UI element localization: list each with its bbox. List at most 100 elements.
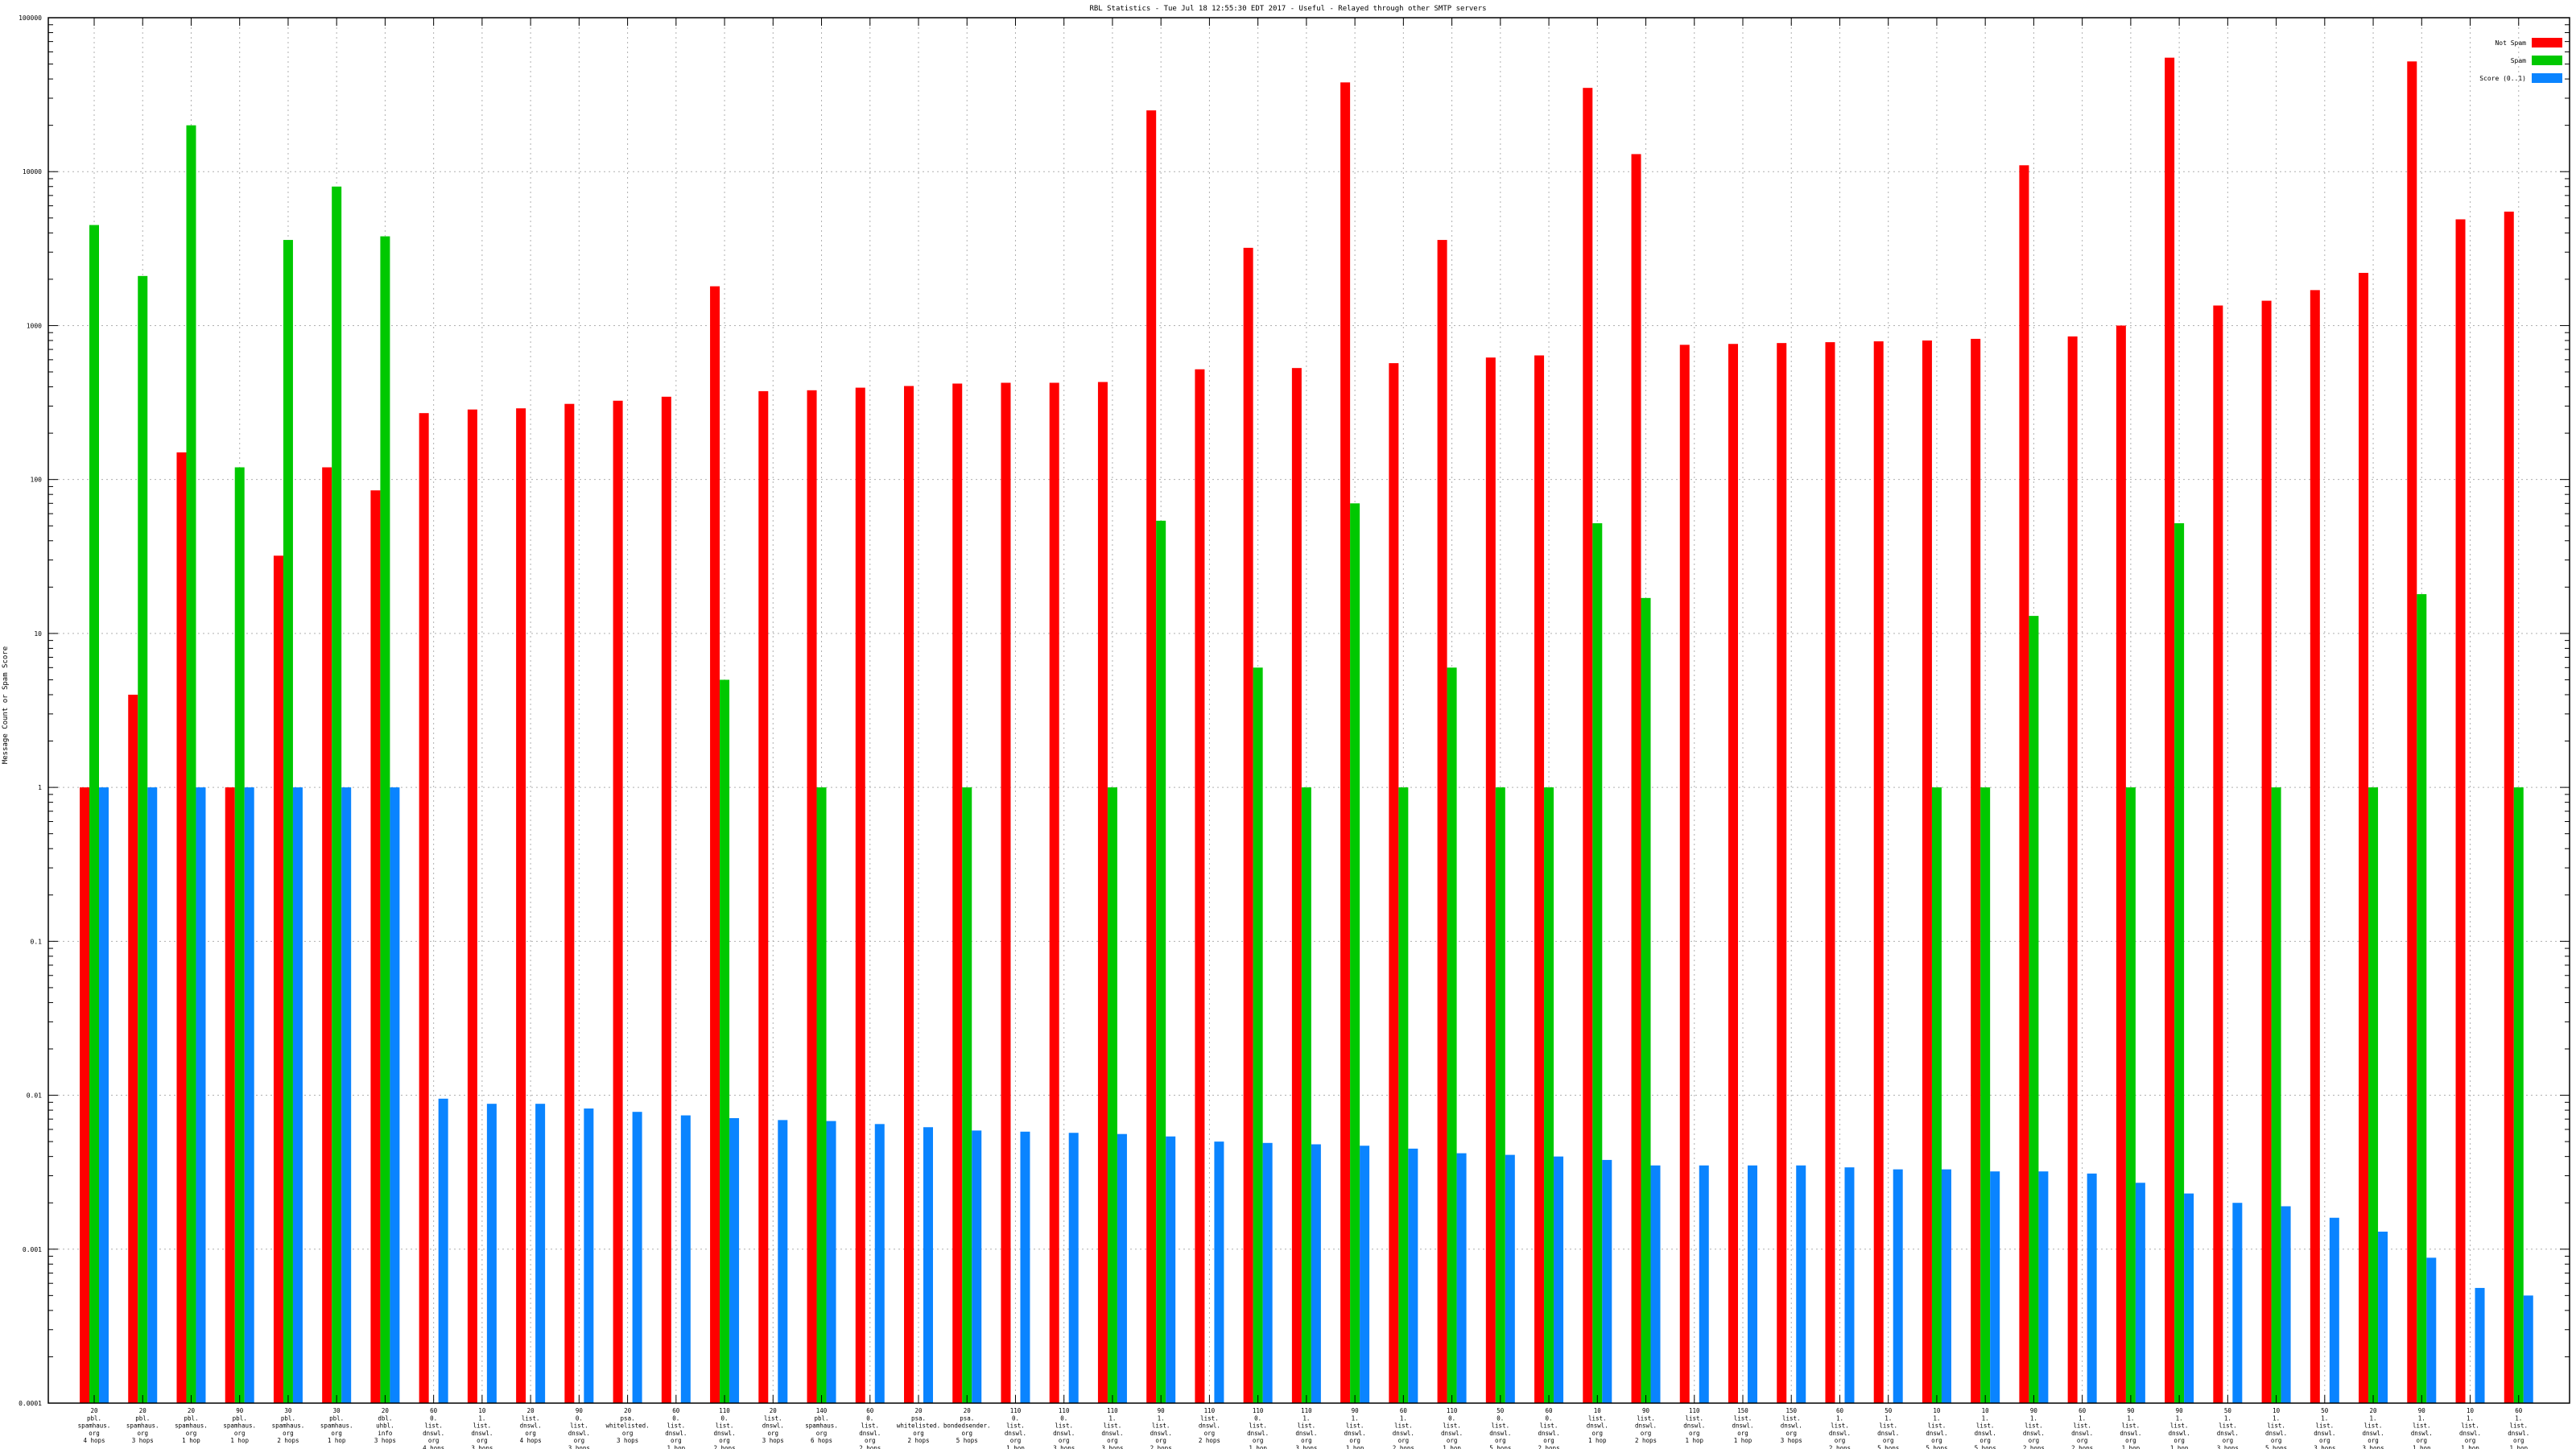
x-tick-label-line: org (1495, 1437, 1506, 1444)
x-tick-label-line: whitelisted. (605, 1422, 649, 1430)
x-tick-label: 150 list. dnswl. org 3 hops (1781, 1407, 1802, 1444)
x-tick-label-line: dnswl. (2265, 1430, 2287, 1437)
x-tick-label-line: org (671, 1437, 682, 1444)
bar-score-0-1 (2426, 1257, 2437, 1403)
x-tick-label-line: dbl. (378, 1414, 392, 1422)
bar-not-spam (419, 413, 429, 1403)
x-tick-label-line: list. (1249, 1422, 1267, 1430)
x-tick-label-line: list. (764, 1414, 782, 1422)
y-tick-label: 10 (34, 630, 42, 638)
bar-spam (2513, 787, 2524, 1403)
x-tick-label: 60 1. list. dnswl. org 1 hop (2508, 1407, 2529, 1449)
bar-score-0-1 (1117, 1133, 1127, 1403)
x-tick-label-line: list. (570, 1422, 588, 1430)
x-tick-label-line: 0. (1448, 1414, 1455, 1422)
x-tick-label-line: 1. (2224, 1414, 2231, 1422)
x-tick-label-line: org (477, 1437, 488, 1444)
x-tick-label-line: org (574, 1437, 585, 1444)
bars (80, 57, 2533, 1404)
x-tick-label: 10 1. list. dnswl. org 5 hops (1975, 1407, 1996, 1449)
x-tick-label-line: 1. (2079, 1414, 2086, 1422)
x-tick-label-line: 110 (1107, 1407, 1118, 1414)
x-tick-label-line: 1. (2273, 1414, 2280, 1422)
x-tick-label-line: dnswl. (1150, 1430, 1172, 1437)
x-tick-label-line: 30 (284, 1407, 292, 1414)
bar-score-0-1 (196, 787, 206, 1403)
x-tick-label-line: 10 (2467, 1407, 2475, 1414)
x-tick-label: 60 0. list. dnswl. org 4 hops (423, 1407, 444, 1449)
x-tick-label-line: 140 (816, 1407, 828, 1414)
x-tick-label-line: 60 (672, 1407, 680, 1414)
bar-not-spam (273, 555, 283, 1403)
x-tick-label-line: org (137, 1430, 148, 1437)
x-tick-label: 10 1. list. dnswl. org 5 hops (2265, 1407, 2287, 1449)
x-tick-label-line: list. (1055, 1422, 1073, 1430)
bar-spam (1592, 522, 1603, 1403)
x-tick-label-line: 90 (2127, 1407, 2135, 1414)
x-tick-label-line: dnswl. (1829, 1430, 1851, 1437)
x-tick-label-line: 5 hops (956, 1437, 978, 1444)
x-tick-label-line: psa. (621, 1414, 635, 1422)
x-tick-label: 10 1. list. dnswl. org 5 hops (1926, 1407, 1947, 1449)
x-tick-label-line: spamhaus. (272, 1422, 305, 1430)
x-tick-label-line: 3 hops (2217, 1445, 2239, 1449)
x-tick-label-line: 1 hop (667, 1445, 686, 1449)
bar-not-spam (1389, 363, 1399, 1403)
x-tick-label-line: org (2465, 1437, 2476, 1444)
x-tick-label: 90 1. list. dnswl. org 1 hop (1344, 1407, 1366, 1449)
x-tick-label-line: 90 (2418, 1407, 2426, 1414)
x-tick-label: 20 pbl. spamhaus. org 4 hops (78, 1407, 111, 1444)
x-tick-label-line: org (1155, 1437, 1166, 1444)
x-tick-label-line: dnswl. (1199, 1422, 1220, 1430)
bar-spam (138, 275, 148, 1403)
x-tick-label-line: 1. (478, 1414, 485, 1422)
x-tick-label: 60 1. list. dnswl. org 2 hops (1829, 1407, 1851, 1449)
x-tick-label-line: 1. (2030, 1414, 2037, 1422)
x-tick-label-line: 20 (770, 1407, 778, 1414)
x-tick-label: 110 0. list. dnswl. org 2 hops (714, 1407, 736, 1449)
bar-spam (2125, 787, 2136, 1403)
bar-not-spam (1049, 382, 1059, 1403)
x-tick-label-line: 110 (1301, 1407, 1312, 1414)
x-tick-label-line: 4 hops (83, 1437, 105, 1444)
x-tick-label-line: org (2368, 1437, 2379, 1444)
x-tick-label-line: 1 hop (182, 1437, 200, 1444)
x-tick-label-line: list. (1734, 1414, 1752, 1422)
x-tick-label: 60 0. list. dnswl. org 2 hops (1538, 1407, 1560, 1449)
bar-not-spam (1340, 82, 1351, 1403)
bar-score-0-1 (1408, 1148, 1418, 1403)
bar-not-spam (128, 694, 138, 1403)
bar-spam (186, 125, 196, 1404)
bar-not-spam (1728, 344, 1738, 1403)
x-tick-label-line: 110 (719, 1407, 730, 1414)
x-tick-label-line: 1 hop (1443, 1445, 1461, 1449)
x-tick-label-line: 1. (1108, 1414, 1116, 1422)
x-tick-label-line: org (2029, 1437, 2040, 1444)
bar-not-spam (2407, 61, 2417, 1403)
x-tick-label: 10 1. list. dnswl. org 3 hops (471, 1407, 493, 1449)
x-tick-label-line: 0. (1546, 1414, 1553, 1422)
x-tick-label-line: dnswl. (520, 1422, 542, 1430)
x-tick-label-line: dnswl. (2023, 1430, 2045, 1437)
x-tick-label-line: dnswl. (1441, 1430, 1463, 1437)
x-tick-label-line: 150 (1737, 1407, 1748, 1414)
x-tick-label-line: dnswl. (1635, 1422, 1657, 1430)
y-tick-label: 0.01 (27, 1092, 42, 1100)
x-tick-label-line: list. (1200, 1414, 1219, 1422)
x-tick-label-line: list. (667, 1422, 686, 1430)
x-tick-label-line: 1. (2467, 1414, 2474, 1422)
x-tick-label-line: 20 (914, 1407, 923, 1414)
x-tick-label-line: 1. (2321, 1414, 2328, 1422)
x-tick-label-line: org (1737, 1430, 1748, 1437)
x-tick-label: 110 list. dnswl. org 1 hop (1683, 1407, 1705, 1444)
bar-score-0-1 (1068, 1133, 1079, 1403)
x-tick-label-line: 0. (1060, 1414, 1067, 1422)
x-tick-label-line: org (1204, 1430, 1216, 1437)
bar-not-spam (904, 386, 914, 1403)
x-tick-label-line: 1. (1982, 1414, 1989, 1422)
x-tick-label: 20 psa. whitelisted. org 2 hops (897, 1407, 940, 1444)
x-tick-label-line: org (331, 1430, 342, 1437)
x-tick-label-line: psa. (911, 1414, 926, 1422)
x-tick-label-line: org (525, 1430, 536, 1437)
